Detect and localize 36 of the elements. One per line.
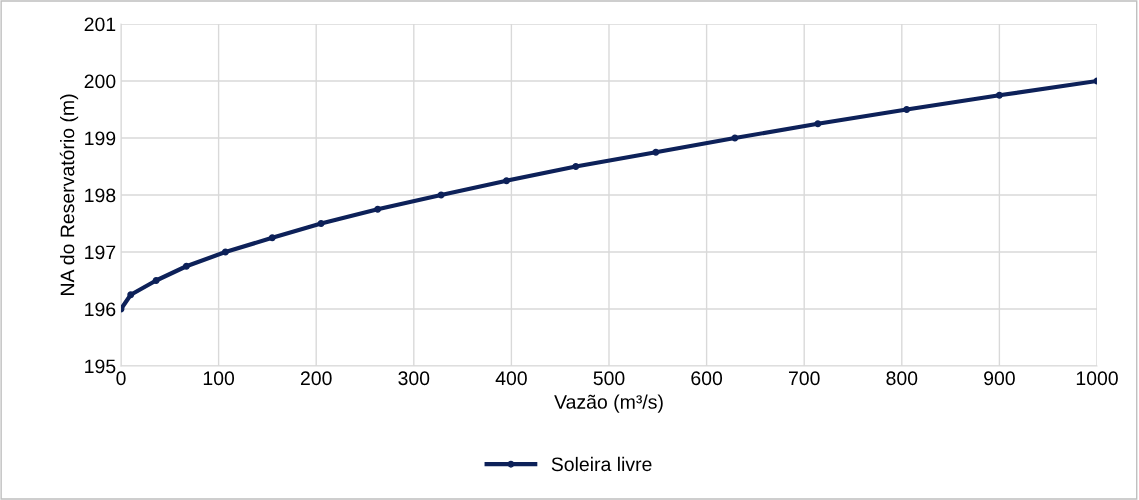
point bbox=[152, 277, 160, 284]
y-axis-title: NA do Reservatório (m) bbox=[59, 94, 79, 295]
x-tick-label: 600 bbox=[691, 371, 723, 386]
x-tick-label: 800 bbox=[886, 371, 918, 386]
point bbox=[268, 234, 276, 242]
point bbox=[374, 205, 382, 213]
point bbox=[731, 134, 739, 142]
y-tick-label: 195 bbox=[85, 359, 116, 374]
point bbox=[503, 177, 510, 185]
point bbox=[221, 248, 229, 256]
y-tick-label: 201 bbox=[84, 17, 116, 32]
y-tick-label: 196 bbox=[85, 302, 116, 317]
x-tick-label: 700 bbox=[788, 371, 820, 386]
y-tick-label: 200 bbox=[84, 74, 116, 89]
x-axis-title: Vazão (m³/s) bbox=[554, 394, 663, 413]
y-tick-label: 197 bbox=[85, 245, 116, 260]
x-tick-label: 900 bbox=[984, 371, 1015, 386]
point bbox=[572, 163, 580, 170]
x-tick-label: 100 bbox=[203, 371, 235, 386]
point bbox=[652, 148, 660, 156]
point bbox=[903, 106, 911, 113]
x-tick-label: 1000 bbox=[1076, 371, 1118, 386]
x-tick-label: 400 bbox=[495, 371, 527, 386]
point bbox=[995, 91, 1003, 99]
y-tick-label: 199 bbox=[85, 131, 116, 146]
x-tick-label: 200 bbox=[300, 371, 332, 386]
point bbox=[437, 191, 445, 199]
point bbox=[182, 262, 190, 270]
x-tick-label: 500 bbox=[593, 371, 625, 386]
y-tick-label: 198 bbox=[85, 188, 116, 203]
point bbox=[814, 120, 822, 128]
legend-label: Soleira livre bbox=[551, 456, 652, 472]
point bbox=[127, 291, 135, 299]
x-tick-label: 0 bbox=[116, 371, 126, 386]
x-tick-label: 300 bbox=[398, 371, 430, 386]
point bbox=[317, 220, 325, 227]
